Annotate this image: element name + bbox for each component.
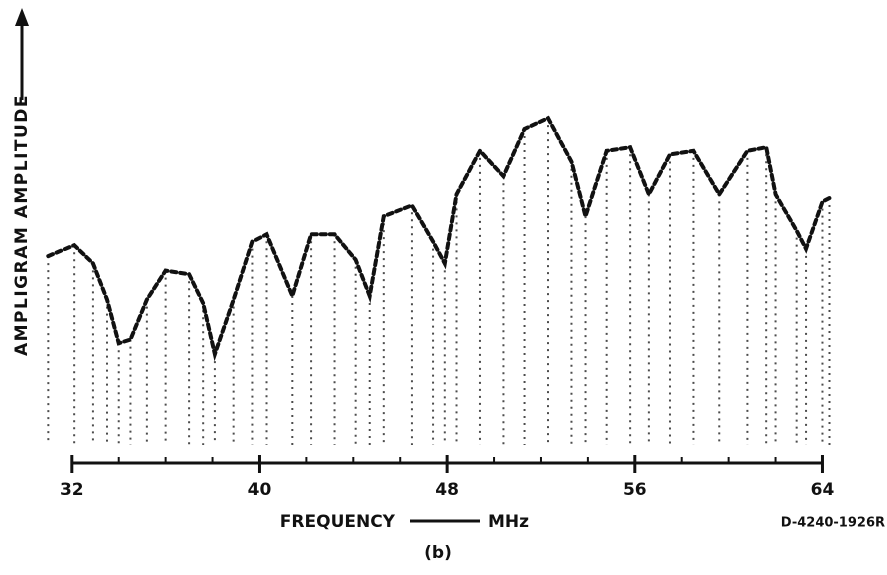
x-axis-label: FREQUENCY xyxy=(280,512,396,532)
x-tick-label: 64 xyxy=(811,480,835,500)
amplitude-envelope xyxy=(46,115,832,362)
x-tick-label: 40 xyxy=(248,480,272,500)
caption: (b) xyxy=(424,543,452,563)
y-axis-label: AMPLIGRAM AMPLITUDE xyxy=(12,94,32,356)
x-axis-unit: MHz xyxy=(488,512,529,532)
x-tick-label: 48 xyxy=(435,480,459,500)
y-axis-arrowhead xyxy=(15,8,29,26)
figure-code: D-4240-1926R xyxy=(781,516,885,531)
x-tick-label: 32 xyxy=(60,480,84,500)
x-tick-label: 56 xyxy=(623,480,647,500)
